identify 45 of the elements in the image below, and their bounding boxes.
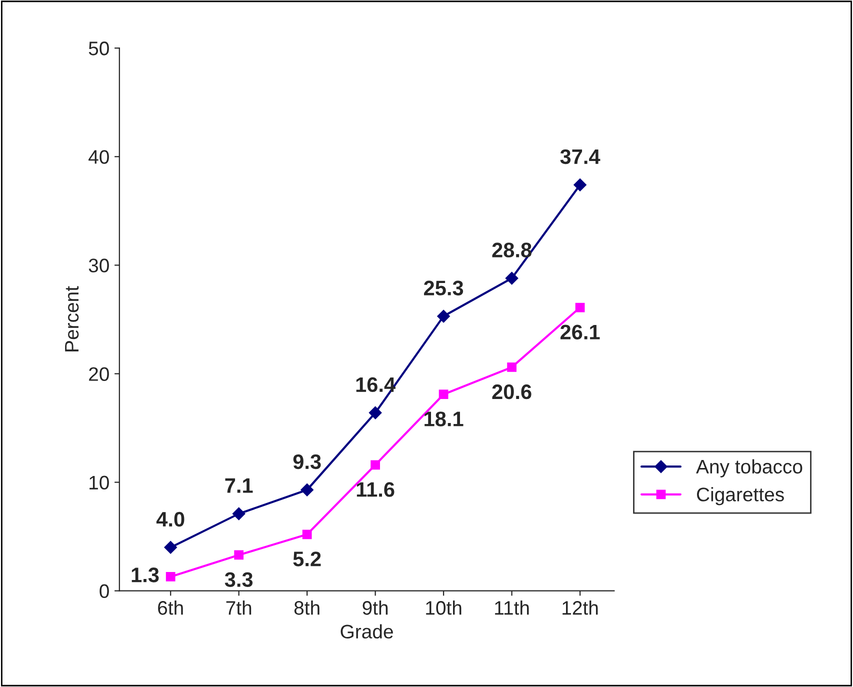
y-tick-label: 50 (88, 42, 109, 56)
y-tick-label: 0 (100, 584, 109, 598)
point (232, 507, 246, 520)
x-axis-title: Grade (340, 624, 393, 639)
data-label: 37.4 (560, 149, 600, 164)
legend-label: Cigarettes (696, 487, 784, 506)
point (164, 540, 178, 554)
data-label: 4.0 (156, 512, 184, 527)
data-label: 20.6 (492, 384, 532, 400)
x-tick-label: 8th (294, 600, 320, 615)
x-tick-label: 7th (226, 600, 252, 615)
data-label: 9.3 (293, 454, 321, 470)
data-label: 11.6 (356, 482, 394, 497)
data-label: 18.1 (424, 412, 464, 426)
y-tick-label: 30 (88, 258, 109, 272)
data-label: 1.3 (132, 568, 159, 582)
point (302, 530, 312, 540)
data-label: 26.1 (560, 324, 600, 340)
data-label: 7.1 (225, 478, 253, 493)
point (370, 460, 380, 470)
x-tick-label: 9th (362, 600, 388, 615)
x-tick-label: 6th (158, 600, 183, 615)
legend-label: Any tobacco (696, 459, 802, 478)
point (575, 302, 585, 312)
data-label: 16.4 (356, 377, 396, 392)
data-label: 5.2 (293, 552, 321, 566)
data-label: 28.8 (492, 242, 532, 258)
x-tick-label: 12th (562, 600, 598, 615)
x-tick-label: 11th (495, 600, 529, 615)
point (368, 406, 382, 420)
data-label: 3.3 (224, 572, 253, 587)
y-axis-title: Percent (65, 286, 79, 352)
point (438, 390, 448, 400)
point (505, 272, 518, 285)
point (507, 362, 516, 372)
x-tick-label: 10th (426, 600, 462, 615)
y-tick-label: 10 (90, 476, 109, 490)
y-tick-label: 20 (89, 367, 109, 381)
point (166, 572, 176, 582)
data-label: 25.3 (424, 280, 464, 296)
point (300, 483, 314, 496)
point (574, 178, 586, 192)
point (437, 310, 450, 323)
point (234, 550, 244, 560)
y-tick-label: 40 (88, 150, 109, 164)
